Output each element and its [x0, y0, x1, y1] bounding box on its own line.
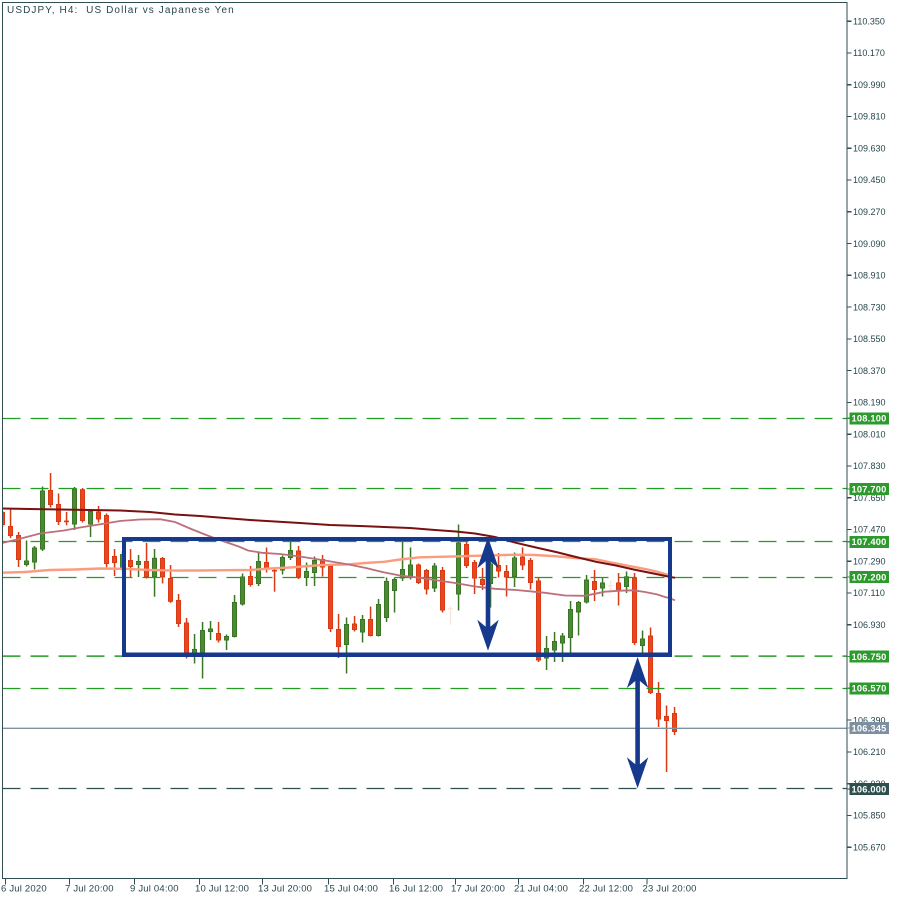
svg-text:105.850: 105.850	[853, 811, 886, 821]
svg-text:109.450: 109.450	[853, 175, 886, 185]
svg-text:22 Jul 12:00: 22 Jul 12:00	[579, 884, 633, 895]
svg-text:107.400: 107.400	[852, 537, 887, 547]
svg-text:109.810: 109.810	[853, 112, 886, 122]
svg-text:109.990: 109.990	[853, 80, 886, 90]
svg-text:107.830: 107.830	[853, 461, 886, 471]
svg-text:10 Jul 12:00: 10 Jul 12:00	[195, 884, 249, 895]
svg-text:107.200: 107.200	[852, 573, 887, 583]
svg-text:109.270: 109.270	[853, 207, 886, 217]
svg-text:110.170: 110.170	[853, 48, 885, 58]
svg-text:7 Jul 20:00: 7 Jul 20:00	[65, 884, 114, 895]
svg-text:107.110: 107.110	[853, 588, 885, 598]
svg-text:USDJPY, H4: US Dollar vs Japa: USDJPY, H4: US Dollar vs Japanese Yen	[7, 5, 235, 16]
svg-text:107.700: 107.700	[852, 484, 887, 494]
svg-text:9 Jul 04:00: 9 Jul 04:00	[130, 884, 179, 895]
svg-text:17 Jul 20:00: 17 Jul 20:00	[451, 884, 505, 895]
svg-text:109.090: 109.090	[853, 239, 886, 249]
svg-text:108.190: 108.190	[853, 398, 886, 408]
svg-text:108.010: 108.010	[853, 429, 886, 439]
svg-text:107.290: 107.290	[853, 557, 886, 567]
svg-text:106.750: 106.750	[852, 652, 887, 662]
svg-text:108.370: 108.370	[853, 366, 886, 376]
svg-text:15 Jul 04:00: 15 Jul 04:00	[324, 884, 378, 895]
svg-text:23 Jul 20:00: 23 Jul 20:00	[643, 884, 697, 895]
svg-text:110.350: 110.350	[853, 16, 885, 26]
svg-text:106.210: 106.210	[853, 747, 886, 757]
svg-text:109.630: 109.630	[853, 144, 886, 154]
svg-text:106.345: 106.345	[852, 724, 887, 734]
svg-text:107.650: 107.650	[853, 493, 886, 503]
svg-text:108.910: 108.910	[853, 271, 886, 281]
svg-text:106.390: 106.390	[853, 715, 886, 725]
svg-text:108.730: 108.730	[853, 302, 886, 312]
svg-text:108.550: 108.550	[853, 334, 886, 344]
svg-text:6 Jul 2020: 6 Jul 2020	[1, 884, 47, 895]
svg-text:13 Jul 20:00: 13 Jul 20:00	[258, 884, 312, 895]
svg-text:21 Jul 04:00: 21 Jul 04:00	[514, 884, 568, 895]
svg-text:106.000: 106.000	[852, 784, 887, 794]
svg-text:106.570: 106.570	[852, 684, 887, 694]
svg-text:16 Jul 12:00: 16 Jul 12:00	[389, 884, 443, 895]
svg-text:107.470: 107.470	[853, 525, 886, 535]
svg-text:106.930: 106.930	[853, 620, 886, 630]
svg-text:105.670: 105.670	[853, 842, 886, 852]
svg-text:108.100: 108.100	[852, 414, 887, 424]
